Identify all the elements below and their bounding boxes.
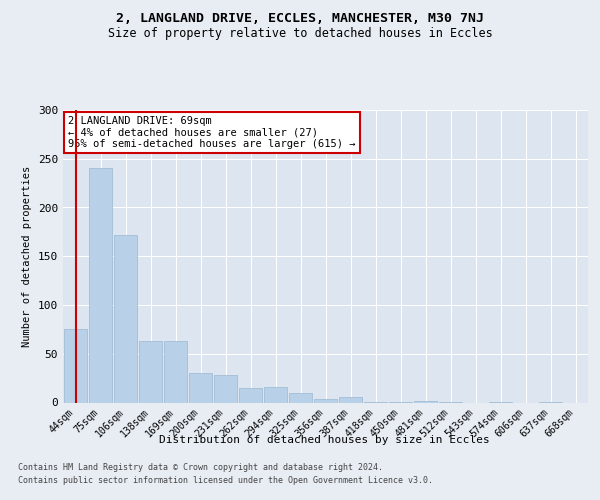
- Bar: [314, 398, 337, 402]
- Bar: [114, 235, 137, 402]
- Bar: [339, 396, 362, 402]
- Bar: [414, 400, 437, 402]
- Text: Contains public sector information licensed under the Open Government Licence v3: Contains public sector information licen…: [18, 476, 433, 485]
- Bar: [214, 375, 237, 402]
- Y-axis label: Number of detached properties: Number of detached properties: [22, 166, 32, 347]
- Bar: [89, 168, 112, 402]
- Bar: [189, 373, 212, 402]
- Bar: [289, 393, 312, 402]
- Bar: [239, 388, 262, 402]
- Bar: [164, 341, 187, 402]
- Bar: [139, 341, 162, 402]
- Text: Size of property relative to detached houses in Eccles: Size of property relative to detached ho…: [107, 28, 493, 40]
- Bar: [264, 387, 287, 402]
- Text: Contains HM Land Registry data © Crown copyright and database right 2024.: Contains HM Land Registry data © Crown c…: [18, 462, 383, 471]
- Text: 2, LANGLAND DRIVE, ECCLES, MANCHESTER, M30 7NJ: 2, LANGLAND DRIVE, ECCLES, MANCHESTER, M…: [116, 12, 484, 26]
- Text: Distribution of detached houses by size in Eccles: Distribution of detached houses by size …: [158, 435, 490, 445]
- Text: 2 LANGLAND DRIVE: 69sqm
← 4% of detached houses are smaller (27)
95% of semi-det: 2 LANGLAND DRIVE: 69sqm ← 4% of detached…: [68, 116, 356, 149]
- Bar: [64, 330, 87, 402]
